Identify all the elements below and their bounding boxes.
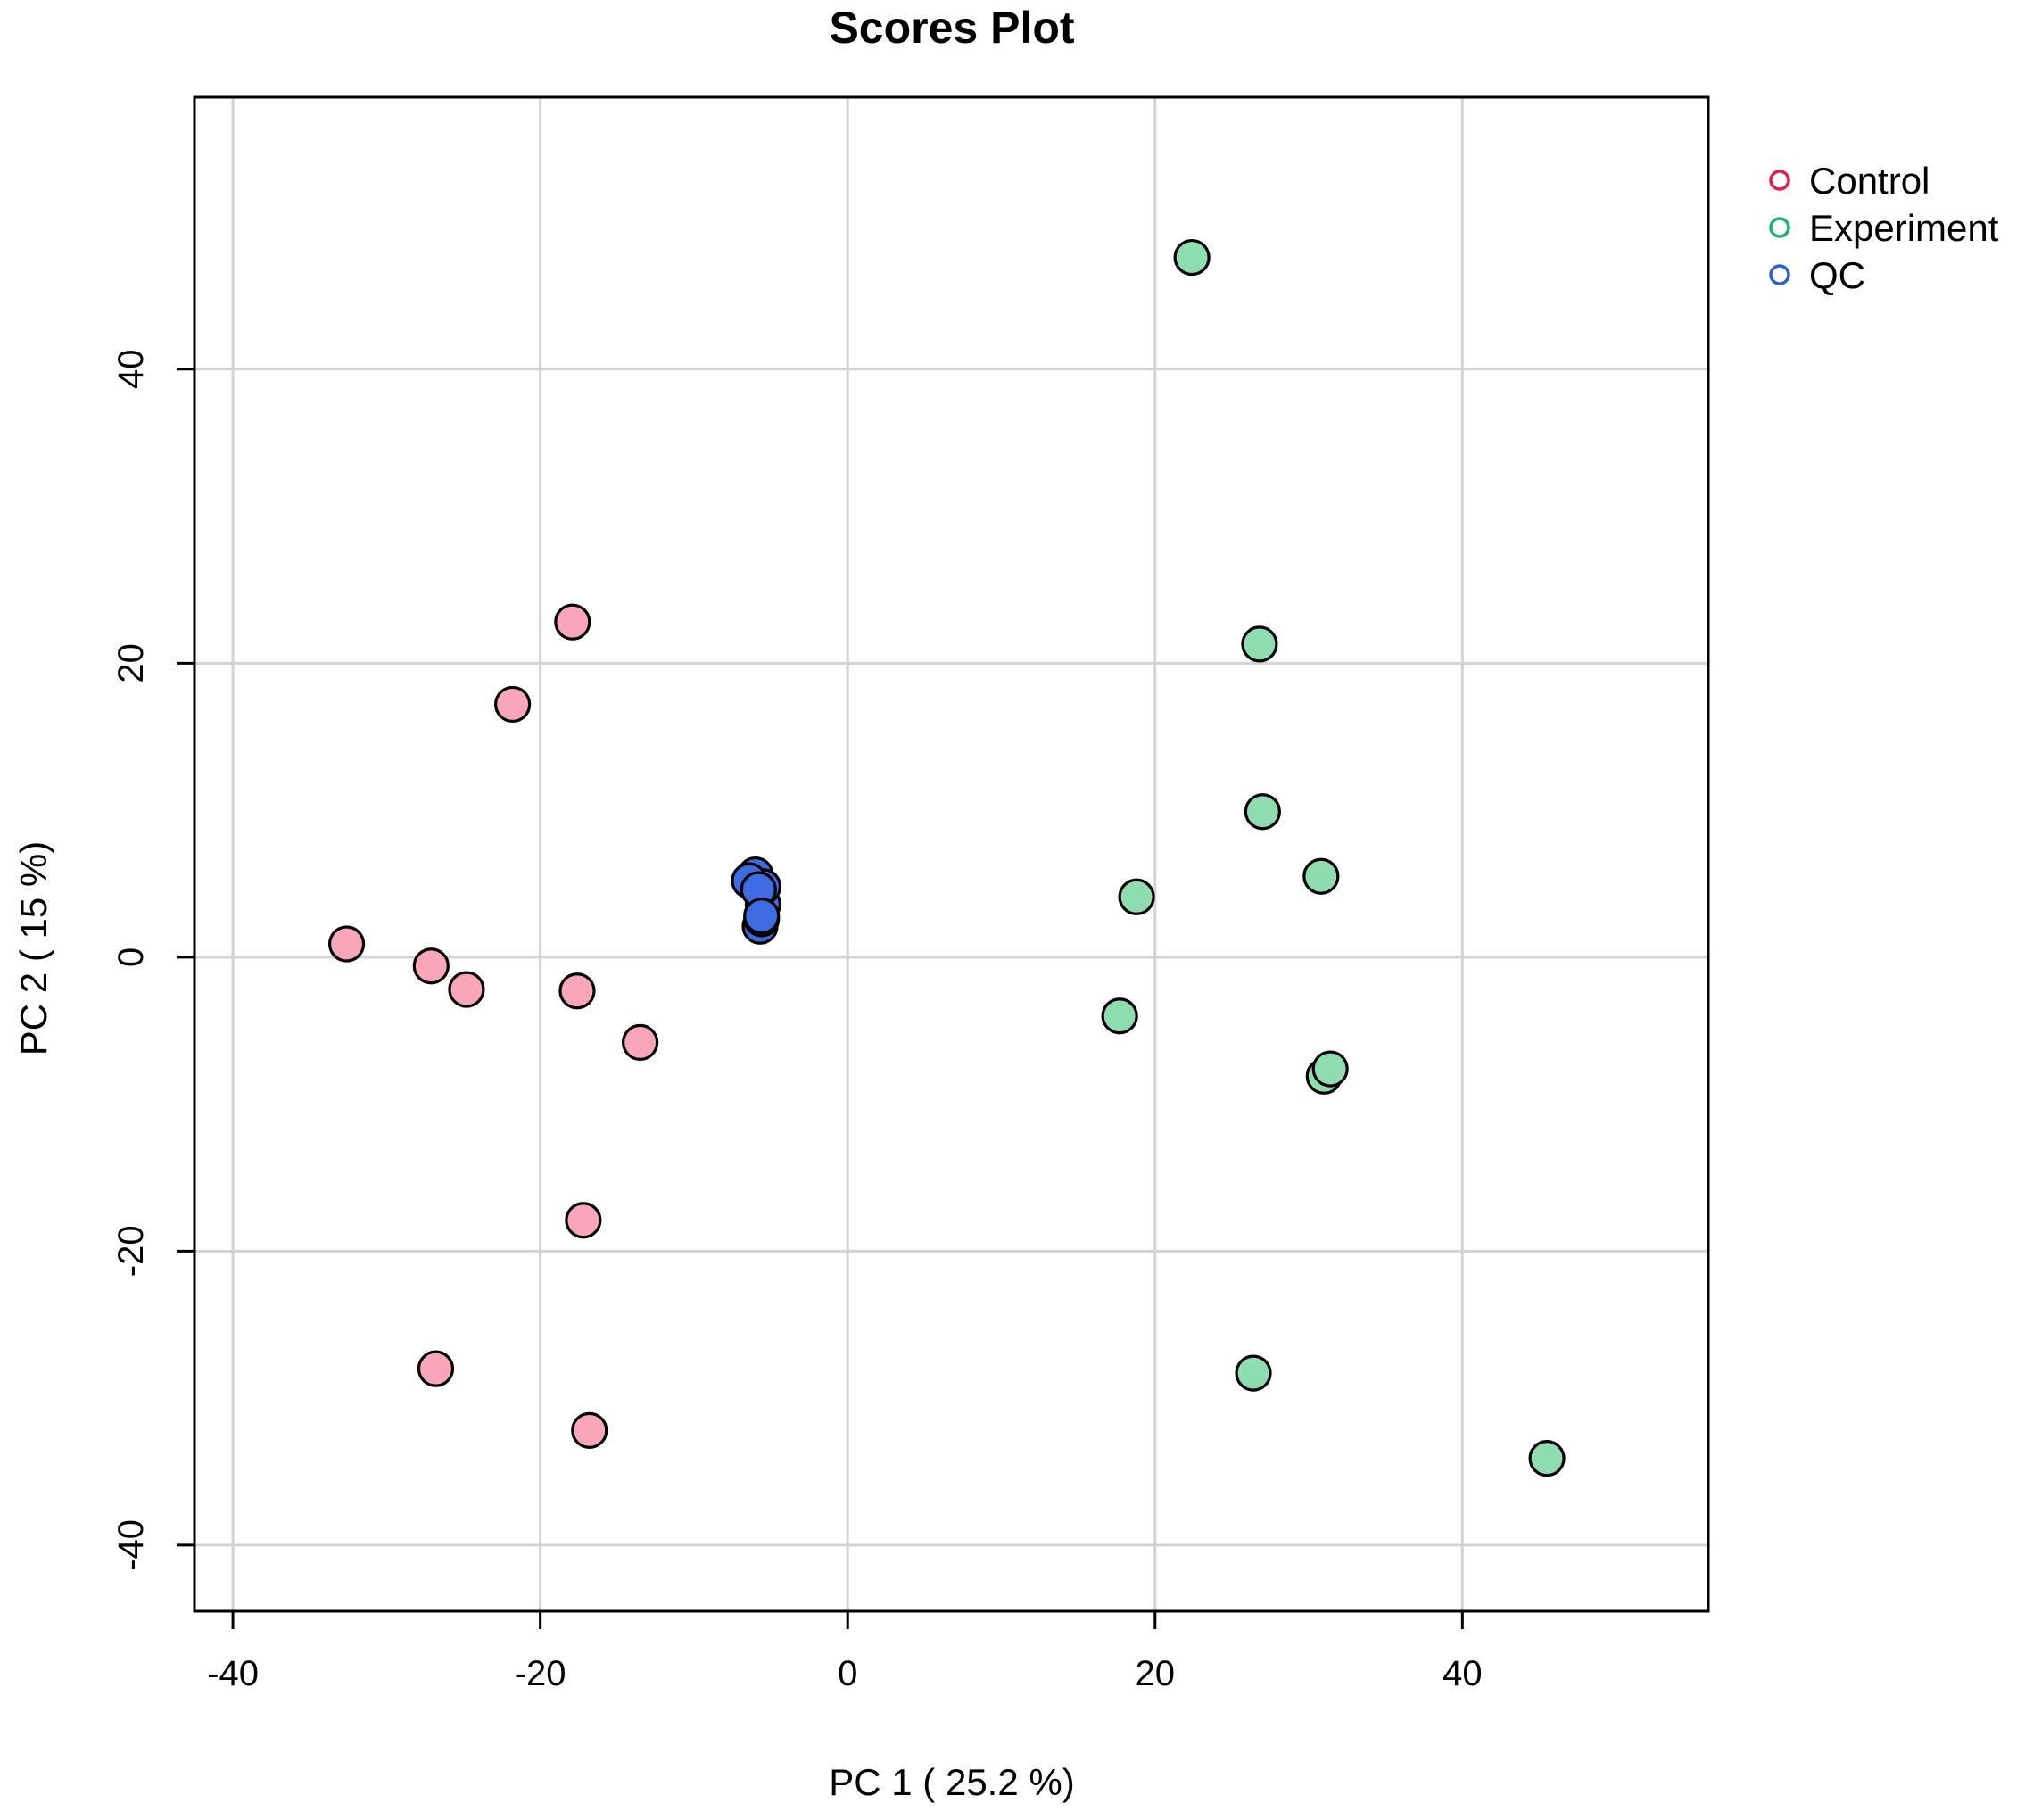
legend-item-qc: QC: [1769, 254, 1865, 296]
point-control: [565, 1202, 602, 1239]
point-experiment: [1311, 1050, 1349, 1088]
x-tick-label: -20: [515, 1654, 566, 1693]
point-control: [554, 603, 591, 641]
point-control: [448, 971, 485, 1008]
y-tick-label: 0: [112, 947, 151, 967]
legend-label: Control: [1809, 160, 1930, 202]
y-tick-label: -40: [112, 1519, 151, 1571]
grid-lines: [194, 97, 1708, 1611]
data-points: [327, 238, 1566, 1477]
point-control: [327, 925, 366, 963]
chart-title: Scores Plot: [829, 3, 1074, 53]
y-tick-label: 40: [112, 350, 151, 390]
x-tick-label: 0: [838, 1654, 857, 1693]
y-axis-label: PC 2 ( 15 %): [12, 841, 54, 1055]
point-experiment: [1173, 238, 1211, 277]
point-control: [558, 972, 596, 1010]
legend-label: Experiment: [1809, 207, 1999, 249]
y-tick-label: -20: [112, 1225, 151, 1277]
x-axis: -40 -20 0 20 40: [207, 1609, 1483, 1693]
point-control: [571, 1411, 608, 1449]
x-axis-label: PC 1 ( 25.2 %): [829, 1761, 1074, 1803]
x-tick-label: 20: [1136, 1654, 1176, 1693]
x-tick-label: 40: [1442, 1654, 1483, 1693]
x-tick-label: -40: [207, 1654, 259, 1693]
legend-marker: [1769, 217, 1790, 238]
point-control: [494, 685, 532, 724]
legend-marker: [1769, 170, 1790, 191]
point-experiment: [1101, 997, 1138, 1035]
legend-item-experiment: Experiment: [1769, 207, 1999, 249]
legend-marker: [1769, 264, 1790, 285]
point-experiment: [1528, 1440, 1566, 1477]
y-tick-label: 20: [112, 643, 151, 683]
y-axis: -40 -20 0 20 40: [112, 350, 196, 1571]
point-experiment: [1244, 793, 1281, 831]
point-experiment: [1302, 857, 1340, 895]
legend: Control Experiment QC: [1769, 160, 1999, 296]
point-control: [412, 947, 450, 985]
point-experiment: [1235, 1354, 1272, 1392]
legend-item-control: Control: [1769, 160, 1930, 202]
point-control: [417, 1350, 455, 1387]
point-experiment: [1241, 625, 1278, 663]
legend-label: QC: [1809, 254, 1865, 296]
point-control: [622, 1023, 659, 1061]
point-experiment: [1118, 878, 1155, 915]
point-qc: [743, 898, 781, 935]
plot-frame: [193, 95, 1710, 1613]
